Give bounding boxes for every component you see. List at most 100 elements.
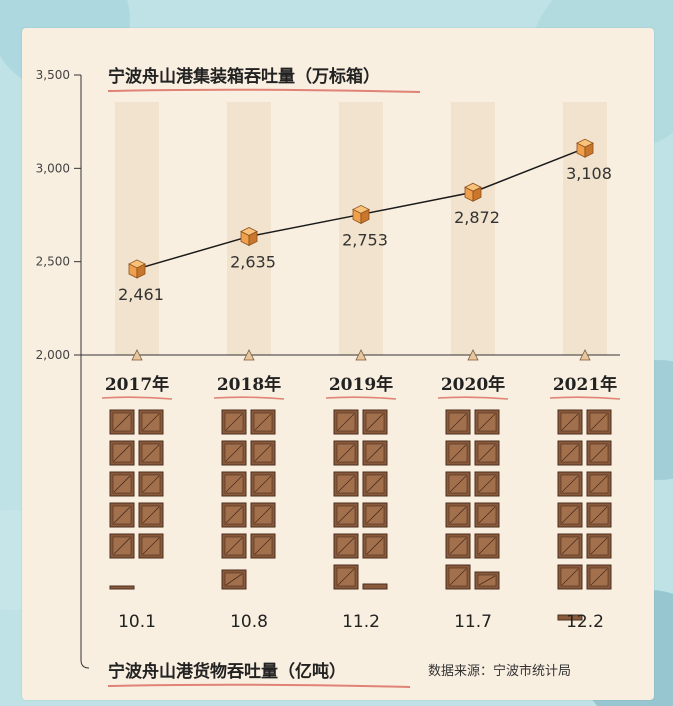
crate-brace (337, 537, 355, 555)
container-crate-icon (138, 502, 164, 528)
container-crate-icon (362, 583, 388, 590)
crate-brace (254, 413, 272, 431)
data-source: 数据来源：宁波市统计局 (428, 663, 571, 679)
container-crate-icon (557, 564, 583, 590)
crate-brace (366, 506, 384, 524)
crate-brace (225, 537, 243, 555)
container-crate-icon (109, 471, 135, 497)
crate-brace (561, 506, 579, 524)
data-label: 2,635 (230, 252, 276, 271)
y-tick-label: 2,000 (36, 348, 70, 362)
column-band-tail (560, 360, 610, 372)
crate-brace (590, 568, 608, 586)
cube-icon (352, 204, 370, 225)
line-series (128, 138, 594, 279)
line-chart-title: 宁波舟山港集装箱吞吐量（万标箱） (108, 66, 380, 87)
crate-brace (449, 475, 467, 493)
container-stack (109, 409, 164, 590)
container-crate-icon (474, 440, 500, 466)
crate-brace (449, 568, 467, 586)
cube-icon (464, 182, 482, 202)
container-crate-icon (557, 614, 583, 621)
data-label: 2,461 (118, 285, 164, 304)
container-crate-icon (109, 502, 135, 528)
column-band (339, 102, 383, 355)
column-bands (115, 102, 610, 372)
crate-brace (478, 444, 496, 462)
cube-icon (240, 227, 258, 247)
container-crate-icon (109, 585, 135, 590)
year-underline (325, 396, 397, 400)
year-underline (437, 396, 509, 400)
container-crate-icon (333, 409, 359, 435)
container-stack (445, 409, 500, 590)
container-crate-icon (557, 440, 583, 466)
container-crate-icon (557, 409, 583, 435)
crate-brace (449, 413, 467, 431)
crate-brace (225, 573, 243, 586)
container-crate-icon (474, 533, 500, 559)
container-crate-icon (362, 533, 388, 559)
container-crate-icon (221, 569, 247, 590)
container-crate-icon (250, 471, 276, 497)
container-crate-icon (362, 409, 388, 435)
crate-brace (561, 444, 579, 462)
y-axis-ticks: 2,000 2,500 3,000 3,500 (36, 68, 81, 362)
crate-brace (366, 537, 384, 555)
container-crate-icon (333, 533, 359, 559)
container-crate-icon (362, 440, 388, 466)
container-crate-icon (221, 409, 247, 435)
crate-brace (590, 506, 608, 524)
cube-right (136, 263, 146, 279)
column-band-tail (448, 360, 498, 372)
crate-brace (478, 537, 496, 555)
y-tick-label: 3,500 (36, 68, 70, 82)
crate-brace (478, 475, 496, 493)
data-label: 3,108 (566, 164, 612, 183)
cargo-value-label: 11.2 (342, 612, 380, 632)
title-underline (107, 88, 421, 93)
crate-brace (478, 413, 496, 431)
tick-triangle (467, 349, 479, 361)
tick-triangle (355, 349, 367, 361)
container-crate-icon (109, 409, 135, 435)
cube-right (360, 208, 370, 225)
container-stack (557, 409, 612, 621)
container-crate-icon (221, 440, 247, 466)
container-crate-icon (586, 440, 612, 466)
container-crate-icon (221, 502, 247, 528)
crate-brace (113, 444, 131, 462)
x-tick-label: 2020年 (441, 374, 505, 395)
container-crate-icon (138, 533, 164, 559)
container-crate-icon (445, 564, 471, 590)
cargo-value-label: 11.7 (454, 612, 492, 632)
container-crate-icon (333, 471, 359, 497)
x-tick-label: 2019年 (329, 374, 393, 395)
tick-triangle (579, 349, 591, 361)
crate-brace (254, 475, 272, 493)
crate-brace (225, 413, 243, 431)
container-crate-icon (250, 440, 276, 466)
crate-brace (366, 444, 384, 462)
crate-body (557, 614, 583, 621)
crate-brace (113, 537, 131, 555)
crate-body (109, 585, 135, 590)
crate-brace (254, 444, 272, 462)
data-label: 2,753 (342, 230, 388, 249)
crate-brace (449, 537, 467, 555)
y-tick-label: 3,000 (36, 161, 70, 175)
crate-brace (561, 568, 579, 586)
x-tick-label: 2021年 (553, 374, 617, 395)
crate-brace (337, 475, 355, 493)
container-crate-icon (109, 440, 135, 466)
cube-right (248, 230, 258, 247)
container-crate-icon (138, 440, 164, 466)
container-crate-icon (586, 409, 612, 435)
container-crate-icon (586, 502, 612, 528)
container-crate-icon (586, 533, 612, 559)
container-crate-icon (557, 502, 583, 528)
column-band (115, 102, 159, 355)
container-stack (221, 409, 276, 590)
cargo-value-labels: 10.1 10.8 11.2 11.7 12.2 (118, 612, 604, 632)
crate-brace (142, 506, 160, 524)
